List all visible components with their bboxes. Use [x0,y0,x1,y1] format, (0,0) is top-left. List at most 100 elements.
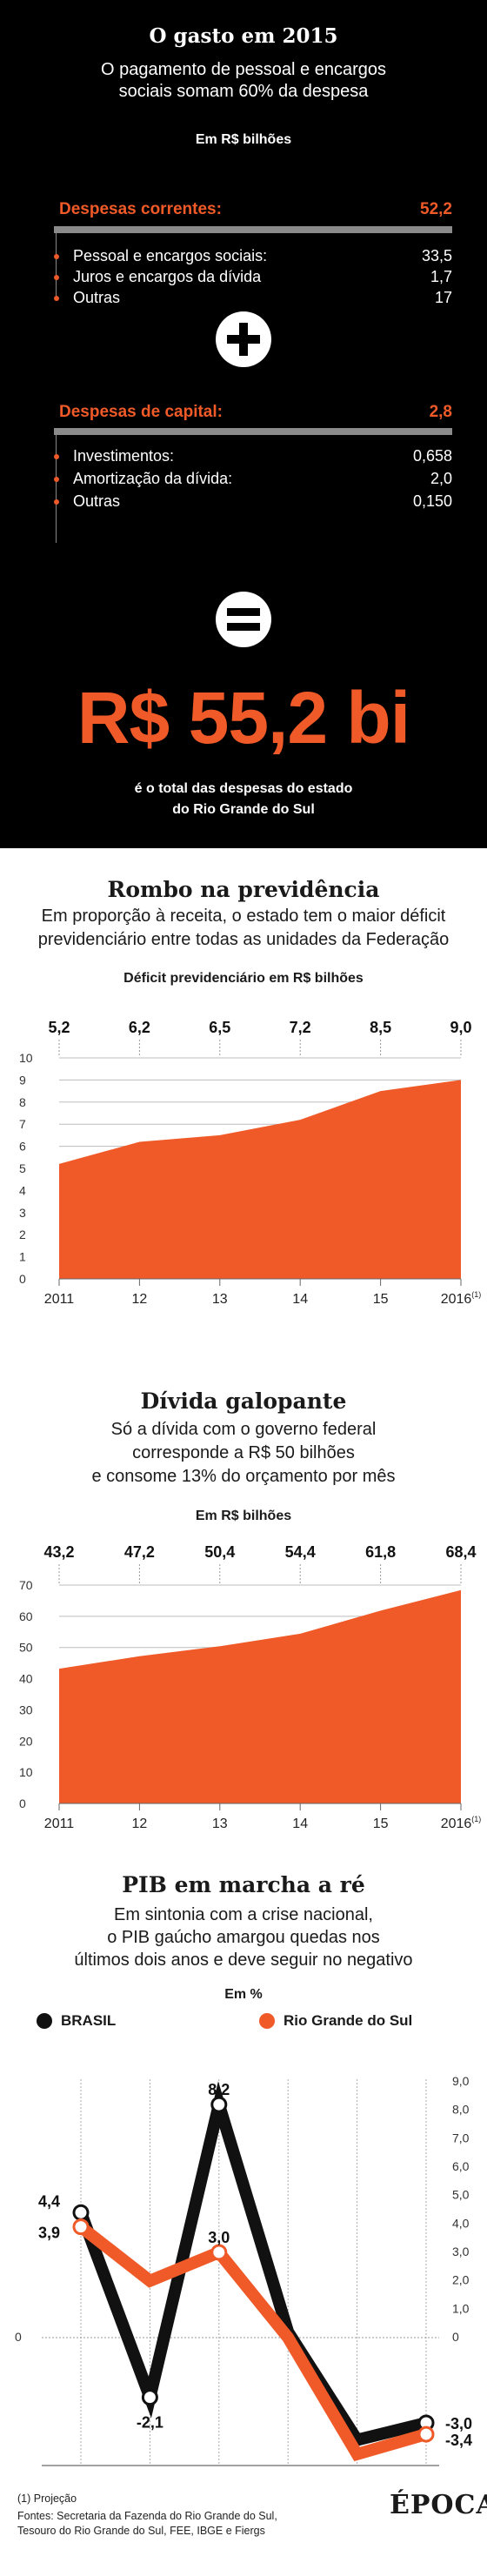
y-tick-label: 8 [19,1095,26,1109]
y-tick-label: 10 [19,1051,33,1065]
source-line-1: Fontes: Secretaria da Fazenda do Rio Gra… [17,2510,277,2522]
y-tick-label: 3 [19,1206,26,1220]
y-tick-label: 2 [19,1228,26,1241]
summary-panel: O gasto em 2015 O pagamento de pessoal e… [0,0,487,848]
legend-label: Rio Grande do Sul [284,2012,413,2029]
divida-sub-2: corresponde a R$ 50 bilhões [132,1443,355,1462]
value-label: 54,4 [285,1543,316,1561]
total-amount: R$ 55,2 bi [77,677,410,759]
row-value: 33,5 [421,247,452,264]
legend-swatch [259,2013,275,2029]
divida-sub-3: e consome 13% do orçamento por mês [91,1467,396,1486]
y-tick-label: 30 [19,1703,33,1716]
epoca-logo: ÉPOCA [390,2490,487,2520]
correntes-bar [54,226,452,233]
legend-label: BRASIL [61,2012,117,2029]
point-marker [141,2389,158,2406]
value-label: 43,2 [43,1543,74,1561]
row-label: Outras [73,289,121,306]
y-tick-label: 0 [19,1272,26,1286]
point-label: 3,9 [38,2225,60,2242]
area-series [59,1589,461,1803]
y-tick-label-left: 0 [15,2330,22,2344]
y-tick-label: 9,0 [452,2074,470,2088]
capital-connector [56,435,57,543]
series-line [77,2222,428,2462]
y-tick-label: 50 [19,1641,33,1655]
x-tick-label: 14 [292,1292,308,1307]
x-tick-label: 12 [132,1292,148,1307]
value-label: 68,4 [445,1543,476,1561]
row-value: 1,7 [430,268,452,285]
subtitle-line-2: sociais somam 60% da despesa [118,82,369,101]
rombo-sub-1: Em proporção à receita, o estado tem o m… [41,907,446,926]
x-tick-label: 12 [132,1817,148,1831]
pib-sub-1: Em sintonia com a crise nacional, [114,1905,373,1924]
bullet-dot [54,254,59,259]
source-line-2: Tesouro do Rio Grande do Sul, FEE, IBGE … [17,2525,265,2537]
value-label: 6,2 [129,1019,150,1036]
row-label: Outras [73,492,121,510]
divida-title: Dívida galopante [140,1388,347,1414]
pib-chart: 9,08,07,06,05,04,03,02,01,00020111213141… [15,2074,472,2466]
pib-title: PIB em marcha a ré [122,1872,365,1897]
pib-sub-2: o PIB gaúcho amargou quedas nos [107,1928,380,1947]
y-tick-label: 1,0 [452,2301,470,2315]
page-title: O gasto em 2015 [149,24,338,48]
point-label: -3,0 [445,2415,472,2432]
footnote: (1) Projeção [17,2492,77,2505]
y-tick-label: 3,0 [452,2245,470,2258]
correntes-total: 52,2 [420,200,452,218]
x-tick-label: 2011 [44,1817,75,1831]
correntes-header: Despesas correntes: 52,2 [59,200,452,219]
divida-chart: 0 10 20 30 40 50 60 70 43,2 2011 47,2 12 50,4 13 54,4 1… [19,1543,481,1831]
point-marker [72,2218,90,2236]
bullet-dot [54,296,59,301]
x-tick-label: 14 [292,1817,308,1831]
y-tick-label: 0 [19,1797,26,1810]
correntes-label: Despesas correntes: [59,200,222,218]
value-label: 6,5 [209,1019,230,1036]
legend-swatch [37,2013,52,2029]
row-value: 17 [434,289,452,306]
x-tick-label: 13 [212,1292,228,1307]
y-tick-label: 40 [19,1672,33,1686]
y-tick-label: 10 [19,1765,33,1779]
y-tick-label: 4 [19,1183,26,1197]
value-label: 5,2 [48,1019,70,1036]
value-label: 50,4 [204,1543,235,1561]
rombo-chart: 0123456789105,220116,2126,5137,2148,5159… [19,1019,482,1307]
value-label: 8,5 [370,1019,391,1036]
row-label: Investimentos: [73,447,175,465]
area-series [59,1080,461,1279]
bullet-dot [54,499,59,505]
divida-unit: Em R$ bilhões [195,1509,292,1523]
divida-sub-1: Só a dívida com o governo federal [110,1420,377,1439]
y-tick-label: 2,0 [452,2273,470,2287]
row-label: Pessoal e encargos sociais: [73,247,268,264]
point-label: 8,2 [208,2081,230,2098]
bullet-dot [54,454,59,459]
row-label: Juros e encargos da dívida [73,268,262,285]
y-tick-label: 6,0 [452,2159,470,2173]
y-tick-label: 9 [19,1073,26,1087]
total-desc-line-1: é o total das despesas do estado [134,781,353,796]
equals-icon [216,592,271,647]
capital-header: Despesas de capital: 2,8 [59,403,452,422]
pib-sub-3: últimos dois anos e deve seguir no negat… [74,1950,413,1970]
point-marker [210,2096,228,2113]
rombo-sub-2: previdenciário entre todas as unidades d… [37,930,450,949]
bullet-dot [54,477,59,482]
x-tick-label: 2016(1) [441,1290,482,1307]
row-value: 0,150 [412,492,452,510]
series-line [75,2081,428,2447]
point-marker [417,2425,435,2443]
value-label: 61,8 [365,1543,396,1561]
y-tick-label: 8,0 [452,2103,470,2117]
point-label: -2,1 [137,2414,163,2432]
row-label: Amortização da dívida: [73,470,233,487]
value-label: 7,2 [290,1019,311,1036]
rombo-title: Rombo na previdência [107,877,380,902]
y-tick-label: 0 [452,2330,459,2344]
y-tick-label: 7,0 [452,2131,470,2144]
